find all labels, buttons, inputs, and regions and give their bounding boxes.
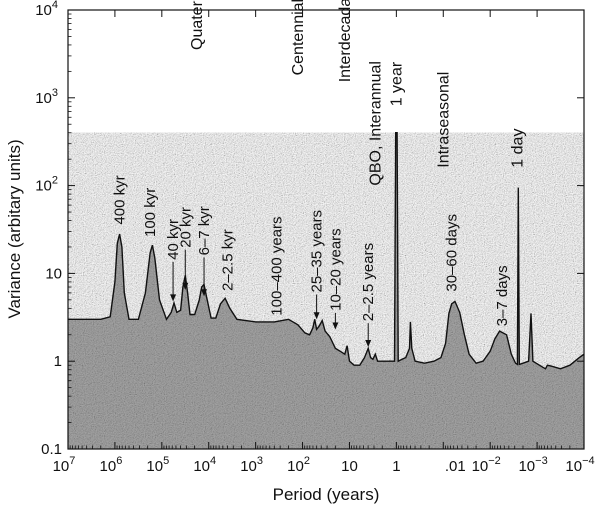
x-tick-label: .01: [445, 458, 466, 475]
x-tick-label: 102: [287, 455, 310, 475]
spectrum-line: [68, 132, 584, 370]
y-axis-ticks: [68, 9, 584, 450]
x-axis-tick-labels: 107 106 105 104 103 102 10 1.01 10−2 10−3 10−4: [53, 455, 595, 475]
peak-label: 6–7 kyr: [196, 206, 213, 255]
band-label: Quaternary: [189, 0, 206, 50]
plot-frame: [67, 9, 585, 450]
band-label: 1 day: [509, 129, 526, 168]
x-tick-label: 105: [146, 455, 169, 475]
x-tick-label: 10−2: [472, 455, 501, 475]
x-tick-label: 1: [392, 458, 400, 475]
peak-label: 100 kyr: [142, 188, 159, 237]
peak-label: 400 kyr: [112, 175, 129, 224]
x-axis-ticks: [67, 10, 585, 449]
x-axis-label: Period (years): [273, 485, 380, 504]
y-tick-label: 1: [54, 353, 62, 370]
y-axis-label: Variance (arbitary units): [5, 139, 24, 318]
y-tick-label: 104: [35, 0, 58, 19]
y-tick-label: 10: [45, 265, 62, 282]
y-tick-label: 103: [35, 87, 58, 107]
band-label: Centennial: [290, 0, 307, 75]
band-label: QBO, Interannual: [367, 61, 384, 186]
x-tick-label: 104: [193, 455, 216, 475]
peak-arrow-head: [170, 294, 177, 302]
x-tick-label: 107: [53, 455, 76, 475]
x-tick-label: 10−3: [518, 455, 547, 475]
band-label: Intraseasonal: [435, 72, 452, 168]
spectrum-area: [68, 132, 584, 449]
peak-label: 25–35 years: [309, 210, 326, 293]
peak-arrow-head: [313, 312, 320, 320]
peak-label: 2–2.5 kyr: [220, 229, 237, 291]
peak-label: 30–60 days: [444, 214, 461, 292]
y-tick-label: 102: [35, 175, 58, 195]
peak-label: 40 kyr: [165, 219, 182, 260]
band-label: 1 year: [388, 61, 405, 106]
band-labels: Quaternary Centennial Interdecadal QBO, Int…: [189, 0, 526, 186]
x-tick-label: 10−4: [565, 455, 594, 475]
y-tick-label: 0.1: [41, 441, 62, 458]
peak-arrow-head: [182, 282, 189, 290]
plot-area: [68, 132, 584, 449]
x-tick-label: 106: [100, 455, 123, 475]
peak-label: 10–20 years: [327, 228, 344, 311]
peak-arrow-head: [201, 289, 208, 297]
band-label: Interdecadal: [337, 0, 354, 82]
peak-label: 2–2.5 years: [360, 243, 377, 321]
peak-label: 3–7 days: [494, 265, 511, 326]
peak-arrow-head: [365, 340, 372, 348]
x-tick-label: 10: [341, 458, 358, 475]
x-tick-label: 103: [240, 455, 263, 475]
peak-arrow-head: [332, 322, 339, 330]
y-axis-tick-labels: 0.1 1 10 102 103 104: [35, 0, 62, 458]
peak-label: 100–400 years: [269, 216, 286, 315]
peak-label: 20 kyr: [177, 207, 194, 248]
